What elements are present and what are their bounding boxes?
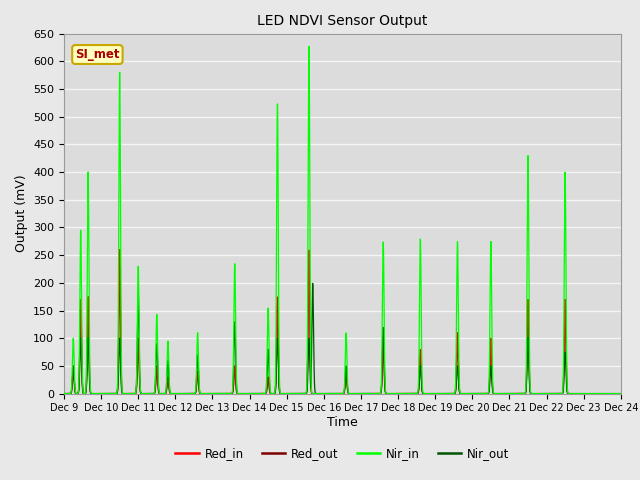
- Y-axis label: Output (mV): Output (mV): [15, 175, 28, 252]
- Legend: Red_in, Red_out, Nir_in, Nir_out: Red_in, Red_out, Nir_in, Nir_out: [171, 443, 514, 465]
- Title: LED NDVI Sensor Output: LED NDVI Sensor Output: [257, 14, 428, 28]
- X-axis label: Time: Time: [327, 416, 358, 429]
- Text: SI_met: SI_met: [75, 48, 120, 61]
